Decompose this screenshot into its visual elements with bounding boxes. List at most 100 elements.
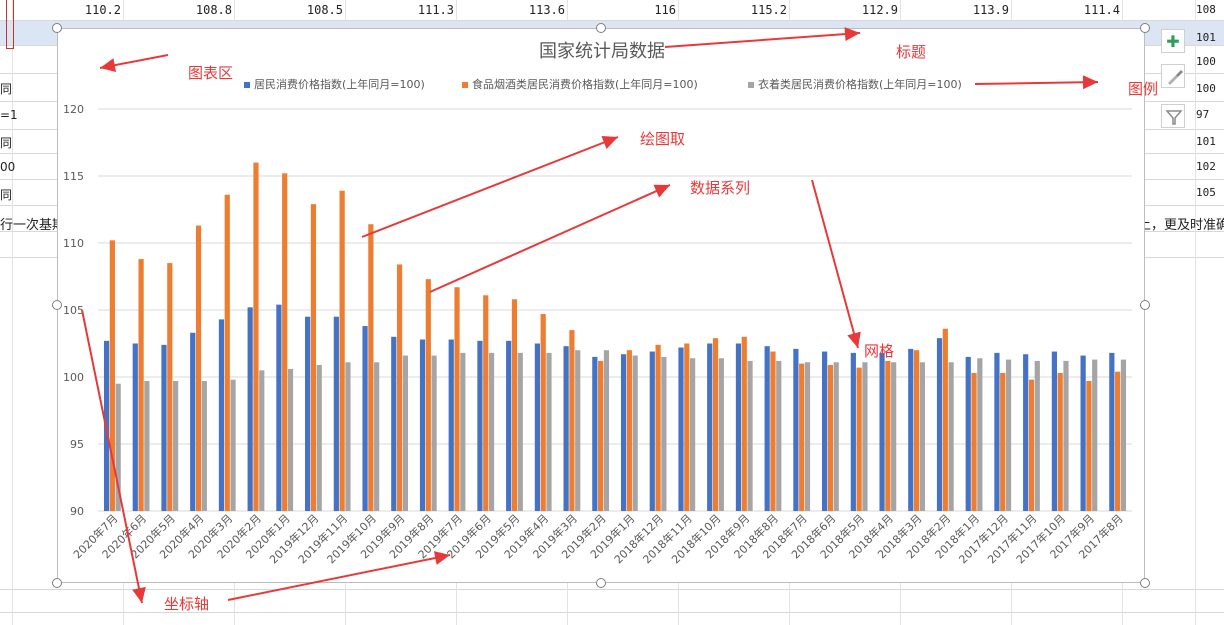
header-cell[interactable]: 111.4 — [1083, 3, 1120, 17]
chart-styles-button[interactable] — [1161, 64, 1185, 88]
resize-handle[interactable] — [52, 23, 62, 33]
edge-cell[interactable]: 00 — [0, 160, 16, 174]
bar-cpi — [822, 351, 828, 511]
bar-food — [253, 162, 259, 511]
annotation-arrow-head — [100, 58, 117, 73]
bar-food — [856, 367, 862, 511]
legend-label: 居民消费价格指数(上年同月=100) — [254, 78, 425, 91]
edge-cell[interactable]: 108 — [1196, 3, 1216, 16]
edge-cell[interactable]: 101 — [1196, 31, 1216, 44]
bar-food — [569, 330, 575, 511]
resize-handle[interactable] — [52, 300, 62, 310]
bar-clothing — [575, 350, 581, 511]
bar-clothing — [804, 362, 811, 511]
annotation-arrow-line — [429, 184, 671, 293]
resize-handle[interactable] — [1140, 23, 1150, 33]
bar-food — [1000, 372, 1006, 511]
bar-food — [109, 240, 115, 511]
bar-food — [282, 173, 288, 511]
bar-clothing — [862, 362, 868, 511]
edge-cell[interactable]: 102 — [1196, 160, 1216, 173]
bar-clothing — [776, 360, 782, 511]
note-cell[interactable]: 行一次基期 — [0, 218, 66, 233]
header-cell[interactable]: 110.2 — [84, 3, 121, 17]
bar-clothing — [460, 352, 466, 511]
header-cell[interactable]: 113.6 — [528, 3, 565, 17]
bar-food — [827, 364, 834, 511]
bar-clothing — [948, 362, 954, 511]
bar-cpi — [1051, 351, 1057, 511]
bar-food — [454, 287, 460, 511]
bar-clothing — [230, 379, 236, 511]
edge-cell[interactable]: 100 — [1196, 82, 1216, 95]
edge-cell[interactable]: 105 — [1196, 186, 1216, 199]
y-tick-label: 120 — [63, 103, 84, 116]
bar-clothing — [747, 360, 753, 511]
bar-cpi — [190, 332, 196, 511]
header-cell[interactable]: 116 — [654, 3, 676, 17]
bar-cpi — [1080, 355, 1086, 511]
edge-cell[interactable]: =1 — [0, 108, 18, 122]
bar-clothing — [977, 358, 983, 511]
y-tick-label: 90 — [70, 505, 84, 518]
bar-clothing — [1034, 360, 1040, 511]
header-cell[interactable]: 111.3 — [417, 3, 454, 17]
header-cell[interactable]: 108.8 — [195, 3, 232, 17]
bar-clothing — [919, 362, 925, 511]
header-cell[interactable]: 113.9 — [972, 3, 1009, 17]
resize-handle[interactable] — [1140, 578, 1150, 588]
edge-cell[interactable]: 同 — [0, 136, 13, 150]
chart-elements-button[interactable]: ✚ — [1161, 29, 1185, 53]
bar-food — [138, 259, 144, 511]
bar-cpi — [1109, 352, 1115, 511]
bar-food — [770, 351, 776, 511]
annotation-arrow-line — [361, 136, 619, 238]
bar-clothing — [632, 355, 638, 511]
resize-handle[interactable] — [596, 578, 606, 588]
header-cell[interactable]: 112.9 — [861, 3, 898, 17]
legend-item-cpi[interactable]: 居民消费价格指数(上年同月=100) — [244, 76, 425, 92]
bar-clothing — [891, 362, 897, 511]
header-cell[interactable]: 108.5 — [306, 3, 343, 17]
bar-food — [483, 295, 489, 511]
bar-food — [1086, 381, 1092, 511]
chart-filters-button[interactable] — [1161, 104, 1185, 128]
bar-clothing — [546, 352, 552, 511]
bar-clothing — [287, 368, 294, 511]
bar-clothing — [661, 356, 667, 511]
bar-food — [224, 194, 230, 511]
bar-clothing — [603, 350, 610, 511]
bar-food — [396, 264, 403, 511]
active-cell-marker[interactable] — [6, 0, 14, 49]
bar-cpi — [362, 326, 368, 511]
bar-food — [1028, 379, 1035, 511]
bar-food — [1057, 372, 1063, 511]
legend-item-clothing[interactable]: 衣着类居民消费价格指数(上年同月=100) — [748, 76, 962, 92]
legend-swatch — [748, 82, 754, 88]
resize-handle[interactable] — [596, 23, 606, 33]
edge-cell[interactable]: 同 — [0, 188, 13, 202]
chart-title[interactable]: 国家统计局数据 — [539, 41, 665, 62]
bar-food — [626, 350, 632, 511]
legend-item-food[interactable]: 食品烟酒类居民消费价格指数(上年同月=100) — [462, 76, 698, 92]
bar-cpi — [965, 356, 971, 511]
row-line — [0, 589, 1224, 590]
edge-cell[interactable]: 101 — [1196, 135, 1216, 148]
edge-cell[interactable]: 同 — [0, 82, 13, 96]
column-line — [1195, 0, 1196, 625]
bar-food — [799, 363, 805, 511]
bar-food — [339, 190, 345, 512]
edge-cell[interactable]: 100 — [1196, 55, 1216, 68]
resize-handle[interactable] — [52, 578, 62, 588]
column-line — [12, 0, 13, 625]
resize-handle[interactable] — [1140, 300, 1150, 310]
bar-clothing — [402, 355, 408, 511]
edge-cell[interactable]: 97 — [1196, 108, 1210, 121]
note-cell[interactable]: 上，更及时准确 — [1138, 218, 1224, 233]
y-tick-label: 115 — [63, 170, 84, 183]
y-tick-label: 100 — [63, 371, 84, 384]
bar-clothing — [316, 364, 322, 511]
header-cell[interactable]: 115.2 — [750, 3, 787, 17]
bar-clothing — [201, 381, 207, 511]
